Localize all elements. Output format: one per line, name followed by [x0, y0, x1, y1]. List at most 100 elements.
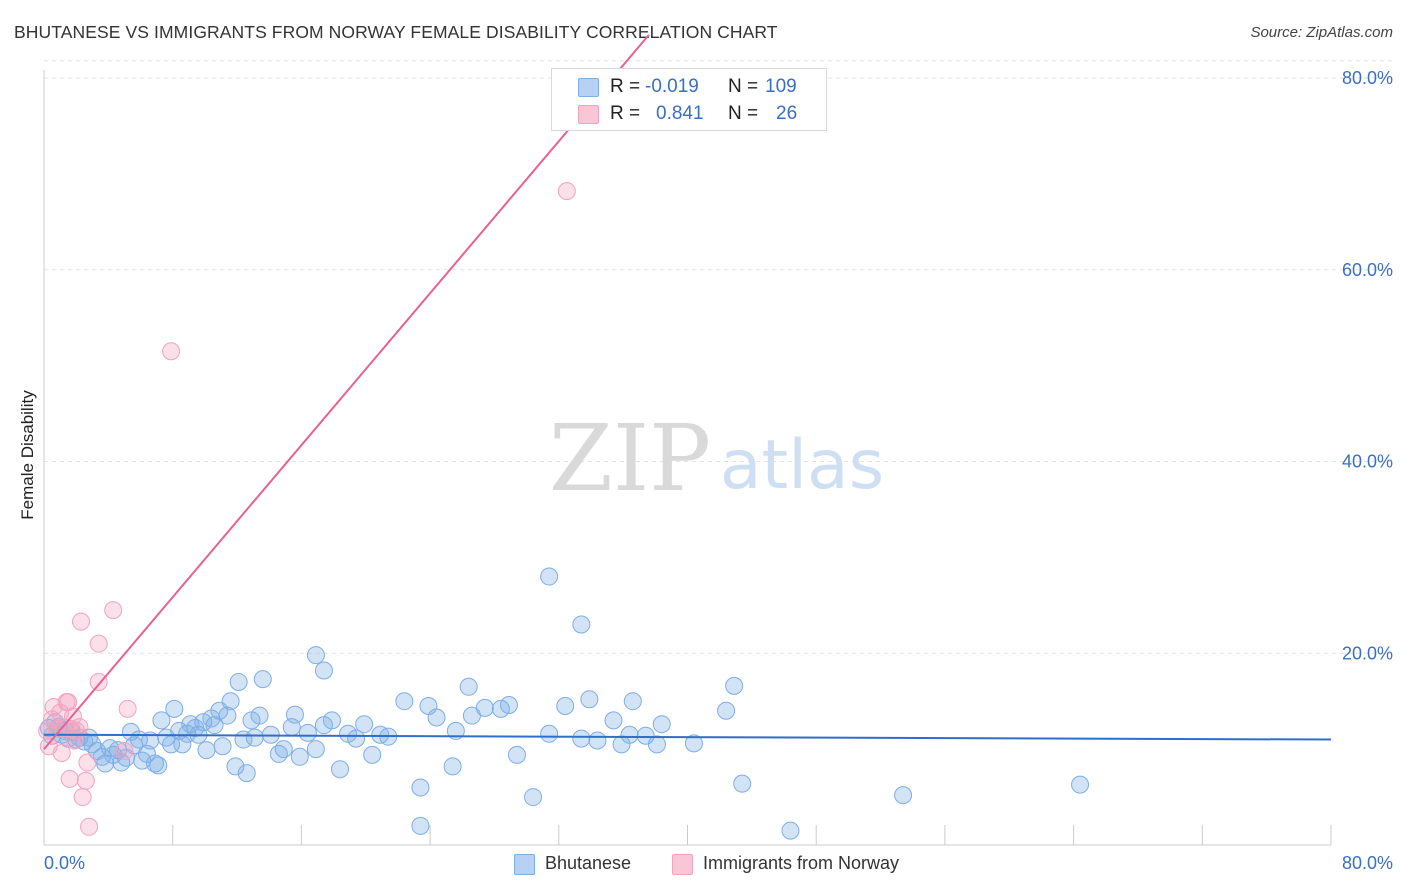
point-bhutanese	[419, 696, 438, 715]
point-norway	[72, 612, 91, 631]
tick-labels: 20.0% 40.0% 60.0% 80.0% 0.0% 80.0%	[44, 68, 1393, 873]
legend-label-norway: Immigrants from Norway	[703, 853, 900, 873]
point-bhutanese	[306, 646, 325, 665]
point-bhutanese	[395, 692, 414, 711]
point-bhutanese	[237, 764, 256, 783]
point-bhutanese	[205, 716, 224, 735]
point-bhutanese	[269, 744, 288, 763]
legend-r-label: R =	[610, 76, 641, 97]
y-tick-label: 40.0%	[1342, 452, 1393, 472]
point-norway	[52, 743, 71, 762]
legend-swatch-bhutanese	[514, 854, 535, 875]
trend-lines	[43, 34, 1332, 750]
legend-n-value: 109	[765, 76, 797, 97]
point-bhutanese	[165, 699, 184, 718]
point-norway	[89, 634, 108, 653]
x-tick-label: 80.0%	[1342, 853, 1393, 873]
source-label: Source: ZipAtlas.com	[1250, 24, 1393, 41]
point-norway	[104, 601, 123, 620]
legend-swatch-norway	[672, 854, 693, 875]
point-norway	[557, 182, 576, 201]
point-bhutanese	[443, 757, 462, 776]
point-bhutanese	[221, 692, 240, 711]
point-bhutanese	[459, 677, 478, 696]
point-bhutanese	[411, 816, 430, 835]
point-bhutanese	[572, 615, 591, 634]
watermark-atlas: atlas	[720, 426, 884, 505]
point-bhutanese	[226, 757, 245, 776]
watermark: ZIP atlas	[549, 405, 884, 512]
point-bhutanese	[298, 723, 317, 742]
point-norway	[59, 693, 78, 712]
point-bhutanese	[894, 786, 913, 805]
y-axis-label: Female Disability	[18, 390, 37, 520]
point-bhutanese	[197, 741, 216, 760]
point-bhutanese	[507, 745, 526, 764]
point-bhutanese	[213, 737, 232, 756]
point-bhutanese	[604, 711, 623, 730]
point-bhutanese	[580, 690, 599, 709]
point-bhutanese	[112, 753, 131, 772]
point-norway	[70, 718, 89, 737]
point-bhutanese	[314, 661, 333, 680]
y-tick-label: 20.0%	[1342, 643, 1393, 663]
point-bhutanese	[572, 729, 591, 748]
point-norway	[73, 788, 92, 807]
point-bhutanese	[781, 821, 800, 840]
point-bhutanese	[290, 747, 309, 766]
point-norway	[162, 342, 181, 361]
point-bhutanese	[322, 711, 341, 730]
point-bhutanese	[411, 778, 430, 797]
point-bhutanese	[623, 692, 642, 711]
legend-r-value: 0.841	[656, 103, 704, 124]
point-norway	[76, 771, 95, 790]
legend-row-bhutanese: R = -0.019 N = 109	[552, 74, 826, 100]
chart-title: BHUTANESE VS IMMIGRANTS FROM NORWAY FEMA…	[14, 22, 778, 42]
legend-r-value: -0.019	[645, 76, 699, 97]
point-bhutanese	[725, 676, 744, 695]
point-norway	[65, 731, 84, 750]
point-bhutanese	[371, 725, 390, 744]
point-bhutanese	[446, 721, 465, 740]
point-bhutanese	[588, 731, 607, 750]
point-bhutanese	[152, 711, 171, 730]
point-bhutanese	[462, 706, 481, 725]
correlation-legend: R = -0.019 N = 109 R = 0.841 N = 26	[551, 68, 827, 131]
point-bhutanese	[1071, 775, 1090, 794]
point-norway	[80, 817, 99, 836]
watermark-zip: ZIP	[549, 405, 711, 512]
legend-r-label: R =	[610, 103, 641, 124]
point-bhutanese	[274, 740, 293, 759]
point-bhutanese	[245, 728, 264, 747]
point-bhutanese	[733, 774, 752, 793]
x-tick-label: 0.0%	[44, 853, 85, 873]
series-legend: Bhutanese Immigrants from Norway	[0, 852, 1406, 878]
point-bhutanese	[647, 735, 666, 754]
point-bhutanese	[250, 706, 269, 725]
point-norway	[118, 699, 137, 718]
point-bhutanese	[652, 715, 671, 734]
point-bhutanese	[684, 734, 703, 753]
point-bhutanese	[149, 756, 168, 775]
point-norway	[89, 673, 108, 692]
legend-n-label: N =	[728, 103, 759, 124]
point-norway	[60, 769, 79, 788]
point-bhutanese	[540, 567, 559, 586]
series-bhutanese	[39, 567, 1090, 840]
point-bhutanese	[363, 745, 382, 764]
trend-line-bhutanese	[43, 733, 1332, 741]
y-tick-label: 60.0%	[1342, 260, 1393, 280]
legend-n-label: N =	[728, 76, 759, 97]
point-norway	[78, 753, 97, 772]
point-bhutanese	[355, 715, 374, 734]
legend-swatch-blue	[578, 78, 599, 97]
point-bhutanese	[524, 788, 543, 807]
series-norway	[38, 182, 576, 836]
point-norway	[115, 742, 134, 761]
y-tick-label: 80.0%	[1342, 68, 1393, 88]
point-bhutanese	[499, 696, 518, 715]
point-bhutanese	[612, 735, 631, 754]
point-bhutanese	[331, 760, 350, 779]
grid-lines	[44, 60, 1392, 654]
point-bhutanese	[229, 673, 248, 692]
